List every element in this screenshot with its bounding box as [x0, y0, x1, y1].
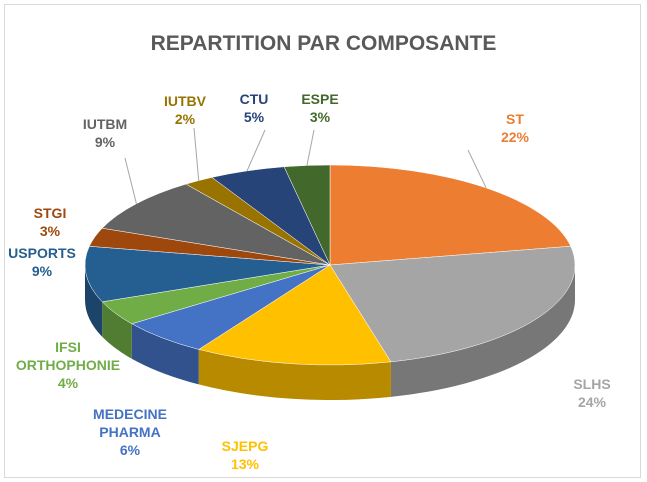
category-label: USPORTS [8, 245, 76, 261]
chart-title: REPARTITION PAR COMPOSANTE [150, 32, 497, 55]
data-label: STGI 3% [34, 204, 67, 240]
percent-label: 4% [57, 375, 79, 391]
slice-side [85, 265, 103, 337]
slice [84, 245, 331, 303]
leader-line [124, 157, 137, 204]
data-label: SJEPG 13% [222, 437, 269, 473]
category-label: IUTBV [164, 93, 206, 109]
percent-label: 9% [31, 263, 53, 279]
category-label: STGI [33, 205, 67, 221]
slice-side [131, 323, 199, 385]
percent-label: 22% [500, 129, 530, 145]
category-label: CTU [239, 91, 269, 107]
slice-side [198, 349, 391, 400]
slice [198, 264, 392, 366]
chart-frame [4, 4, 641, 478]
category-label: SLHS [573, 376, 611, 392]
slice [101, 183, 331, 266]
data-label: IFSI ORTHOPHONIE 4% [16, 338, 120, 392]
data-label: IUTBV 2% [164, 92, 206, 128]
leader-line [467, 149, 487, 189]
slice [329, 245, 576, 363]
leader-line [246, 129, 266, 172]
leader-line [193, 127, 200, 181]
data-label: USPORTS 9% [8, 244, 76, 280]
category-label: MEDECINE PHARMA [93, 406, 167, 440]
data-label: ST 22% [501, 110, 529, 146]
percent-label: 2% [174, 111, 196, 127]
data-label: MEDECINE PHARMA 6% [93, 405, 167, 459]
percent-label: 6% [119, 442, 141, 458]
percent-label: 3% [39, 223, 61, 239]
percent-label: 5% [243, 109, 265, 125]
category-label: ST [506, 111, 524, 127]
category-label: IUTBM [82, 116, 128, 132]
percent-label: 3% [309, 109, 331, 125]
category-label: ESPE [301, 91, 339, 107]
slice-side [390, 265, 575, 397]
percent-label: 24% [577, 394, 607, 410]
category-label: IFSI ORTHOPHONIE [15, 339, 121, 373]
data-label: CTU 5% [240, 90, 269, 126]
data-label: ESPE 3% [301, 90, 338, 126]
leader-line [306, 129, 315, 166]
percent-label: 13% [230, 456, 260, 472]
percent-label: 9% [94, 134, 116, 150]
data-label: SLHS 24% [573, 375, 610, 411]
slice [329, 164, 572, 266]
category-label: SJEPG [221, 438, 269, 454]
slice-side [102, 301, 132, 359]
data-label: IUTBM 9% [83, 115, 127, 151]
